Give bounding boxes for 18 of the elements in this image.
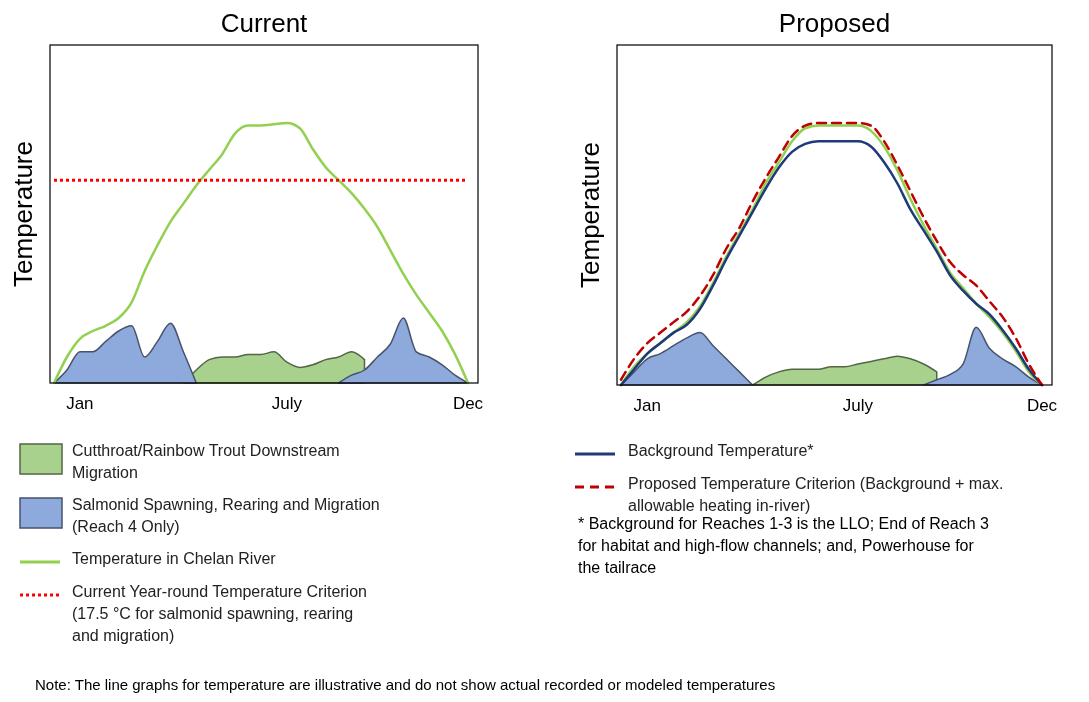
legend-label: Cutthroat/Rainbow Trout Downstream Migration	[72, 442, 340, 482]
legend-label: Salmonid Spawning, Rearing and Migration (Reach 4 Only)	[72, 496, 380, 536]
chart-title: Current	[220, 8, 309, 38]
x-tick-label: Jan	[66, 394, 94, 413]
legend-label: Background Temperature*	[628, 442, 814, 460]
legend-label: Temperature in Chelan River	[72, 550, 277, 568]
x-tick-label: Dec	[452, 394, 484, 413]
y-axis-title: Temperature	[8, 141, 38, 287]
chart-title: Proposed	[778, 8, 891, 38]
x-tick-label: July	[842, 396, 874, 415]
x-tick-label: Dec	[1026, 396, 1058, 415]
legend-label: Current Year-round Temperature Criterion (17.5 °C for salmonid spawning, rearing and migration)	[72, 583, 367, 645]
text: * Background for Reaches 1-3 is the LLO; End of Reach 3 for habitat and high-flow channels; and, Powerhouse for the tailrace	[578, 515, 990, 576]
x-tick-label: July	[271, 394, 303, 413]
y-axis-title: Temperature	[575, 142, 605, 288]
legend-label: Proposed Temperature Criterion (Background + max. allowable heating in-river)	[628, 475, 1004, 515]
x-tick-label: Jan	[633, 396, 662, 415]
text: Note: The line graphs for temperature are illustrative and do not show actual recorded or modeled temperatures	[35, 676, 776, 693]
